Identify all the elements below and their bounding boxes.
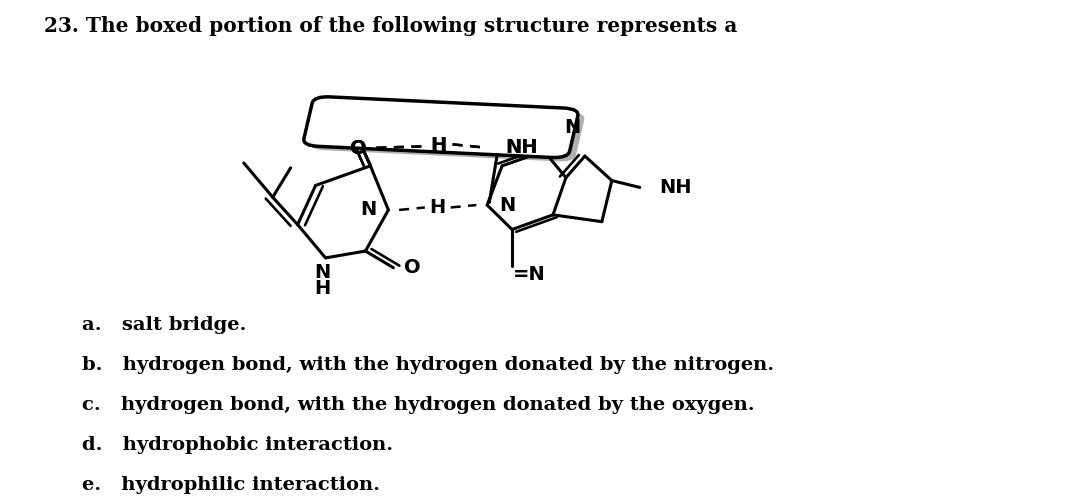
Text: =N: =N <box>513 265 545 284</box>
Text: 23. The boxed portion of the following structure represents a: 23. The boxed portion of the following s… <box>44 16 738 36</box>
Text: H: H <box>430 198 446 217</box>
Text: N: N <box>565 118 581 137</box>
FancyBboxPatch shape <box>303 97 578 157</box>
Text: H: H <box>431 136 447 155</box>
Text: NH: NH <box>505 138 538 157</box>
Text: O: O <box>350 139 366 158</box>
Text: NH: NH <box>659 178 691 197</box>
Text: b.   hydrogen bond, with the hydrogen donated by the nitrogen.: b. hydrogen bond, with the hydrogen dona… <box>82 356 774 374</box>
Text: d.   hydrophobic interaction.: d. hydrophobic interaction. <box>82 436 393 454</box>
Text: c.   hydrogen bond, with the hydrogen donated by the oxygen.: c. hydrogen bond, with the hydrogen dona… <box>82 396 755 414</box>
Text: a.   salt bridge.: a. salt bridge. <box>82 316 246 334</box>
FancyBboxPatch shape <box>310 101 584 161</box>
Text: N: N <box>499 196 515 215</box>
Text: N: N <box>314 263 330 282</box>
Text: H: H <box>431 136 447 155</box>
Text: e.   hydrophilic interaction.: e. hydrophilic interaction. <box>82 476 380 494</box>
Text: N: N <box>361 200 377 220</box>
Text: O: O <box>350 139 366 158</box>
Text: NH: NH <box>505 138 538 157</box>
Text: O: O <box>404 258 421 277</box>
Text: H: H <box>314 279 330 298</box>
